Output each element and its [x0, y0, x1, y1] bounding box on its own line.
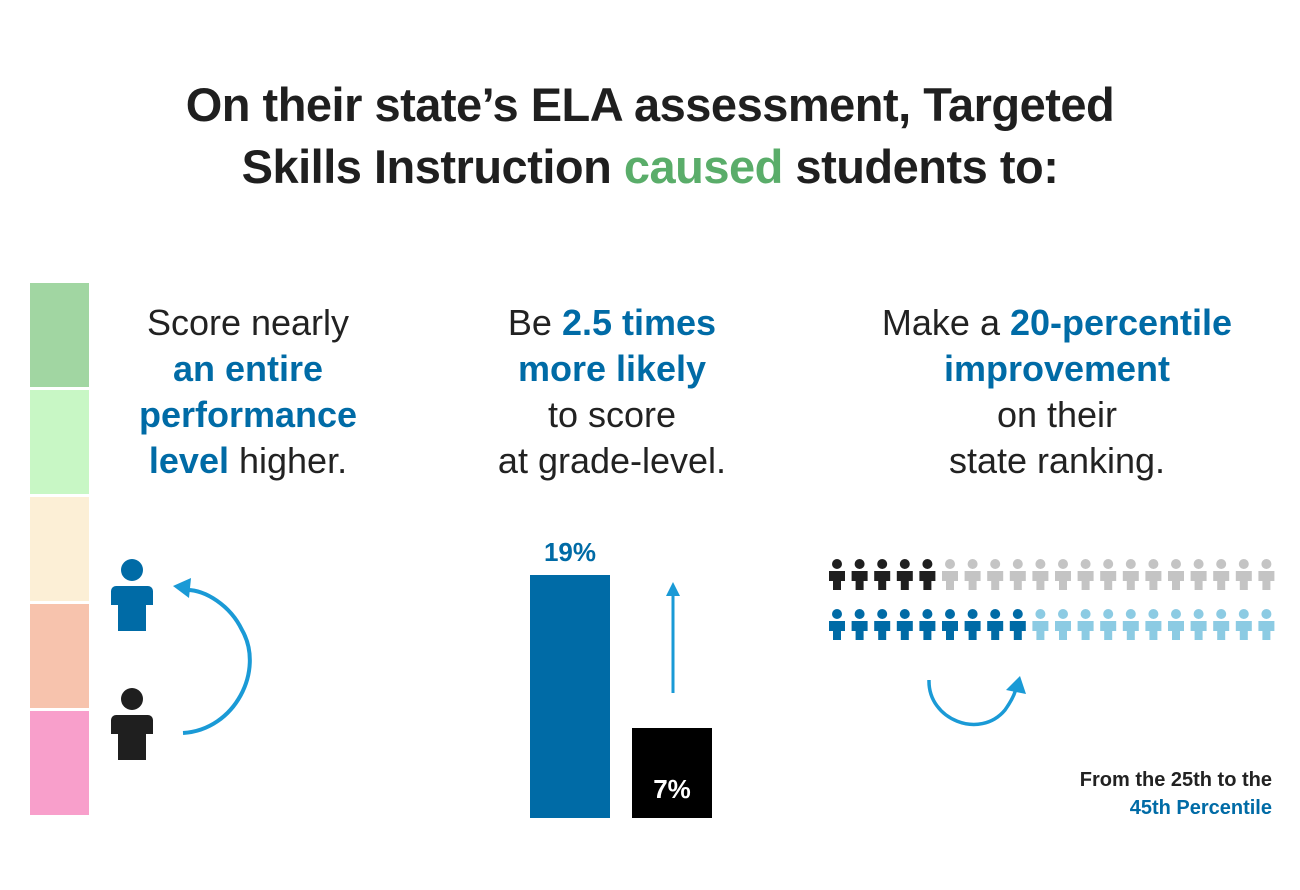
- stat-performance-level: Score nearly an entire performance level…: [108, 300, 388, 484]
- caption-line-2: 45th Percentile: [1129, 797, 1272, 819]
- person-icon: [987, 609, 1004, 640]
- person-icon: [1009, 559, 1026, 590]
- person-icon: [1213, 609, 1230, 640]
- col3-line-3: on their: [996, 394, 1118, 435]
- person-icon: [942, 559, 958, 590]
- title-line-1: On their state’s ELA assessment, Targete…: [185, 78, 1115, 131]
- col3-line-4: state ranking.: [948, 440, 1166, 481]
- person-icon: [942, 609, 958, 640]
- col2-line-1: Be 2.5 times: [452, 300, 772, 346]
- col3-line-1: Make a 20-percentile: [842, 300, 1272, 346]
- bar-value-label-2: 7%: [653, 774, 691, 804]
- person-icon: [964, 559, 981, 590]
- person-icon-black: [111, 688, 153, 760]
- col3-highlight-1: 20-percentile: [1009, 302, 1233, 343]
- person-icon: [919, 609, 936, 640]
- col1-line-1: Score nearly: [146, 302, 350, 343]
- person-icon-blue: [111, 559, 153, 631]
- person-icon: [964, 609, 981, 640]
- performance-level-block-3: [30, 497, 89, 601]
- person-icon: [829, 609, 845, 640]
- person-icon: [1235, 609, 1252, 640]
- person-icon: [1145, 559, 1162, 590]
- col3-highlight-2: improvement: [943, 348, 1171, 389]
- person-icon: [1032, 559, 1049, 590]
- person-icon: [1055, 609, 1071, 640]
- col3-line-1-start: Make a: [881, 302, 1010, 343]
- person-icon: [1032, 609, 1049, 640]
- person-icon: [1145, 609, 1162, 640]
- percentile-caption: From the 25th to the 45th Percentile: [1080, 766, 1272, 822]
- person-icon: [1055, 559, 1071, 590]
- bar-value-label-1: 19%: [543, 537, 597, 567]
- person-icon: [1190, 559, 1207, 590]
- arrow-up-icon: [666, 582, 680, 693]
- curved-arrow-right-icon: [927, 676, 1026, 727]
- person-icon: [1168, 609, 1184, 640]
- col1-line-4-end: higher.: [228, 440, 348, 481]
- person-icon: [1168, 559, 1184, 590]
- col1-highlight-2: performance: [138, 394, 358, 435]
- person-icon: [874, 609, 891, 640]
- person-icon: [851, 609, 868, 640]
- person-icon: [1009, 609, 1026, 640]
- person-icon: [1122, 609, 1139, 640]
- col2-line-3: to score: [547, 394, 677, 435]
- person-icon: [851, 559, 868, 590]
- person-icon: [1077, 609, 1094, 640]
- performance-level-block-2: [30, 390, 89, 494]
- stat-grade-level: Be 2.5 times more likely to score at gra…: [452, 300, 772, 484]
- person-icon: [1100, 559, 1117, 590]
- person-icon: [1100, 609, 1117, 640]
- col1-line-4: level higher.: [108, 438, 388, 484]
- caption-line-1: From the 25th to the: [1079, 769, 1272, 791]
- person-icon: [874, 559, 891, 590]
- performance-level-block-5: [30, 711, 89, 815]
- person-icon: [919, 559, 936, 590]
- col2-highlight-2: more likely: [517, 348, 707, 389]
- performance-level-block-1: [30, 283, 89, 387]
- person-icon: [1190, 609, 1207, 640]
- stat-percentile: Make a 20-percentile improvement on thei…: [842, 300, 1272, 484]
- performance-level-strip: [30, 283, 89, 818]
- percentile-people-grid: [829, 559, 1275, 640]
- col2-line-4: at grade-level.: [497, 440, 727, 481]
- bar-2: [632, 728, 712, 818]
- col1-highlight-3: level: [148, 440, 229, 481]
- col1-highlight-1: an entire: [172, 348, 324, 389]
- person-icon: [1235, 559, 1252, 590]
- col2-line-1-start: Be: [507, 302, 562, 343]
- page-title: On their state’s ELA assessment, Targete…: [0, 74, 1300, 198]
- person-icon: [1213, 559, 1230, 590]
- person-icon: [1077, 559, 1094, 590]
- person-icon: [1122, 559, 1139, 590]
- title-line-2-start: Skills Instruction: [241, 140, 624, 193]
- col2-highlight-1: 2.5 times: [561, 302, 717, 343]
- person-icon: [896, 609, 913, 640]
- title-line-2: Skills Instruction caused students to:: [0, 136, 1300, 198]
- student-move-up-illustration: [111, 559, 252, 760]
- person-icon: [1258, 609, 1275, 640]
- curved-arrow-up-icon: [173, 578, 252, 735]
- performance-level-block-4: [30, 604, 89, 708]
- person-icon: [987, 559, 1004, 590]
- person-icon: [829, 559, 845, 590]
- title-line-2-end: students to:: [782, 140, 1059, 193]
- bar-1: [530, 575, 610, 818]
- person-icon: [896, 559, 913, 590]
- title-accent-word: caused: [623, 140, 783, 193]
- person-icon: [1258, 559, 1275, 590]
